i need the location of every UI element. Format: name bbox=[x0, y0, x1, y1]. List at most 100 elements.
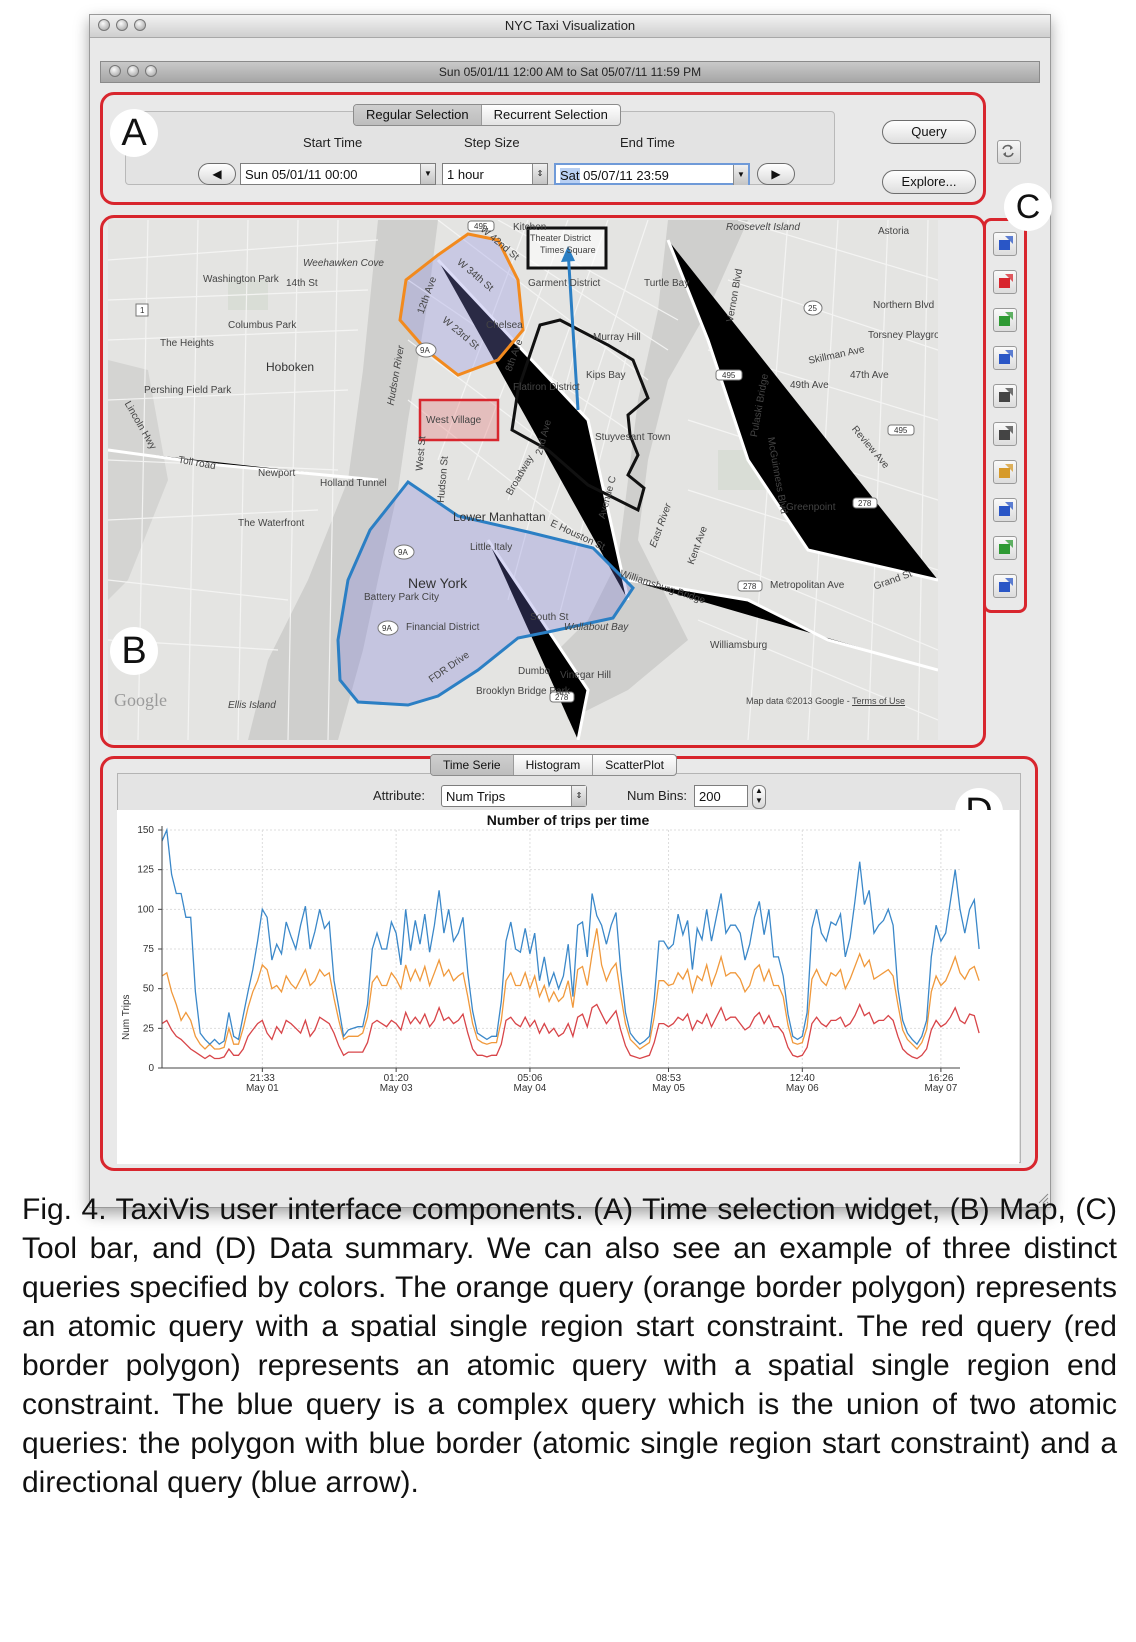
inner-minimize-button[interactable] bbox=[127, 65, 139, 77]
inner-close-button[interactable] bbox=[109, 65, 121, 77]
next-step-button[interactable]: ▶ bbox=[757, 163, 795, 185]
chevron-down-icon[interactable]: ▼ bbox=[733, 165, 748, 185]
map-label: Wallabout Bay bbox=[564, 622, 629, 633]
y-tick-label: 25 bbox=[143, 1023, 155, 1034]
map-label: South St bbox=[530, 612, 569, 623]
num-bins-stepper[interactable]: ▲ ▼ bbox=[752, 785, 766, 809]
map-label: Columbus Park bbox=[228, 320, 297, 331]
route-shield: 278 bbox=[737, 580, 763, 592]
chevron-down-icon: ▼ bbox=[755, 796, 763, 805]
tab-recurrent-selection[interactable]: Recurrent Selection bbox=[493, 107, 608, 122]
tab-histogram[interactable]: Histogram bbox=[514, 755, 594, 775]
map-label: Weehawken Cove bbox=[303, 258, 384, 269]
resize-grip-icon[interactable] bbox=[1037, 1192, 1049, 1204]
figure-caption: Fig. 4. TaxiVis user interface component… bbox=[22, 1193, 1117, 1499]
red-query-polygon bbox=[418, 398, 500, 442]
refresh-button[interactable] bbox=[997, 140, 1021, 164]
newark-bay bbox=[108, 360, 168, 600]
query-button[interactable]: Query bbox=[882, 120, 976, 144]
attribute-select[interactable]: Num Trips ⇕ bbox=[441, 785, 587, 807]
end-time-value: 05/07/11 23:59 bbox=[579, 168, 669, 183]
y-tick-label: 125 bbox=[137, 865, 154, 876]
map-label: Chelsea bbox=[486, 320, 523, 331]
y-tick-label: 50 bbox=[143, 984, 155, 995]
directional-query-tool[interactable] bbox=[993, 308, 1017, 332]
svg-text:25: 25 bbox=[808, 304, 817, 313]
route-shield: 278 bbox=[549, 691, 575, 703]
start-end-region-tool[interactable] bbox=[993, 346, 1017, 370]
x-tick-label-date: May 03 bbox=[380, 1083, 413, 1094]
points-tool[interactable] bbox=[993, 498, 1017, 522]
orange-query-polygon bbox=[398, 232, 525, 377]
black-query-polygon bbox=[510, 318, 650, 513]
chart-series bbox=[161, 827, 980, 1060]
step-size-value: 1 hour bbox=[447, 167, 484, 182]
chevron-down-icon[interactable]: ▼ bbox=[420, 164, 435, 184]
table-tool[interactable] bbox=[993, 574, 1017, 598]
zoom-window-button[interactable] bbox=[134, 19, 146, 31]
google-logo: Google bbox=[114, 690, 167, 710]
terms-of-use-link[interactable]: Terms of Use bbox=[852, 696, 906, 706]
inner-window-titlebar[interactable]: Sun 05/01/11 12:00 AM to Sat 05/07/11 11… bbox=[100, 61, 1040, 83]
x-tick-label-time: 01:20 bbox=[384, 1073, 409, 1084]
select-start-region-tool[interactable] bbox=[993, 232, 1017, 256]
series-line bbox=[161, 1002, 980, 1060]
x-tick-label-time: 16:26 bbox=[928, 1073, 953, 1084]
map-label: Ellis Island bbox=[228, 700, 276, 711]
series-line bbox=[161, 928, 980, 1050]
map-label: Washington Park bbox=[203, 274, 279, 285]
svg-text:9A: 9A bbox=[420, 346, 430, 355]
map-label: 47th Ave bbox=[850, 370, 889, 381]
map-label: Flatiron District bbox=[513, 382, 580, 393]
section-label-c: C bbox=[1004, 183, 1052, 231]
export-tool[interactable] bbox=[993, 536, 1017, 560]
svg-text:278: 278 bbox=[858, 499, 872, 508]
theater-district-label: Theater District bbox=[530, 233, 592, 243]
route-shield: 495 bbox=[715, 369, 743, 381]
chart-area: Number of trips per time Num Trips 0 25 50… bbox=[117, 810, 1019, 1164]
map-label: Torsney Playground bbox=[868, 330, 938, 341]
stepper-icon[interactable]: ⇕ bbox=[571, 786, 586, 806]
start-time-field[interactable]: Sun 05/01/11 00:00 ▼ bbox=[240, 163, 436, 185]
map-label: Dumbo bbox=[518, 666, 551, 677]
intersection-query-tool[interactable] bbox=[993, 422, 1017, 446]
tab-regular-selection[interactable]: Regular Selection bbox=[354, 105, 482, 125]
inner-zoom-button[interactable] bbox=[145, 65, 157, 77]
previous-step-button[interactable]: ◀ bbox=[198, 163, 236, 185]
map-canvas[interactable]: 495 495 495 9A 9A 9A 278 278 278 25 1 bbox=[108, 220, 938, 740]
route-shield: 1 bbox=[135, 303, 149, 317]
heatmap-tool[interactable] bbox=[993, 460, 1017, 484]
map-label: Battery Park City bbox=[364, 592, 440, 603]
x-tick-label-time: 08:53 bbox=[656, 1073, 681, 1084]
tab-scatterplot[interactable]: ScatterPlot bbox=[605, 758, 664, 772]
svg-text:278: 278 bbox=[743, 582, 757, 591]
svg-text:495: 495 bbox=[894, 426, 908, 435]
end-time-field[interactable]: Sat 05/07/11 23:59 ▼ bbox=[554, 163, 750, 185]
map-view[interactable]: 495 495 495 9A 9A 9A 278 278 278 25 1 Wa… bbox=[108, 220, 938, 740]
select-end-region-tool[interactable] bbox=[993, 270, 1017, 294]
map-panel bbox=[100, 215, 986, 748]
window-titlebar[interactable]: NYC Taxi Visualization bbox=[90, 15, 1050, 38]
x-tick-label-date: May 05 bbox=[652, 1083, 685, 1094]
x-tick-label-time: 05:06 bbox=[517, 1073, 542, 1084]
direction-arrow-head bbox=[561, 246, 575, 262]
x-tick-label-date: May 07 bbox=[924, 1083, 957, 1094]
union-query-tool[interactable] bbox=[993, 384, 1017, 408]
blue-query-polygon bbox=[336, 479, 635, 707]
map-label: Roosevelt Island bbox=[726, 222, 800, 233]
chevron-up-icon: ▲ bbox=[755, 786, 763, 795]
svg-text:278: 278 bbox=[555, 693, 569, 702]
explore-button[interactable]: Explore... bbox=[882, 170, 976, 194]
x-tick-label-date: May 06 bbox=[786, 1083, 819, 1094]
route-shield: 278 bbox=[852, 497, 878, 509]
minimize-window-button[interactable] bbox=[116, 19, 128, 31]
step-size-select[interactable]: 1 hour ⇕ bbox=[442, 163, 548, 185]
num-bins-input[interactable]: 200 bbox=[694, 785, 748, 807]
map-label: Williamsburg bbox=[710, 640, 768, 651]
tab-time-serie[interactable]: Time Serie bbox=[431, 755, 514, 775]
route-shield: 495 bbox=[467, 220, 495, 232]
close-window-button[interactable] bbox=[98, 19, 110, 31]
stepper-icon[interactable]: ⇕ bbox=[532, 164, 547, 184]
map-label: Garment District bbox=[528, 278, 601, 289]
